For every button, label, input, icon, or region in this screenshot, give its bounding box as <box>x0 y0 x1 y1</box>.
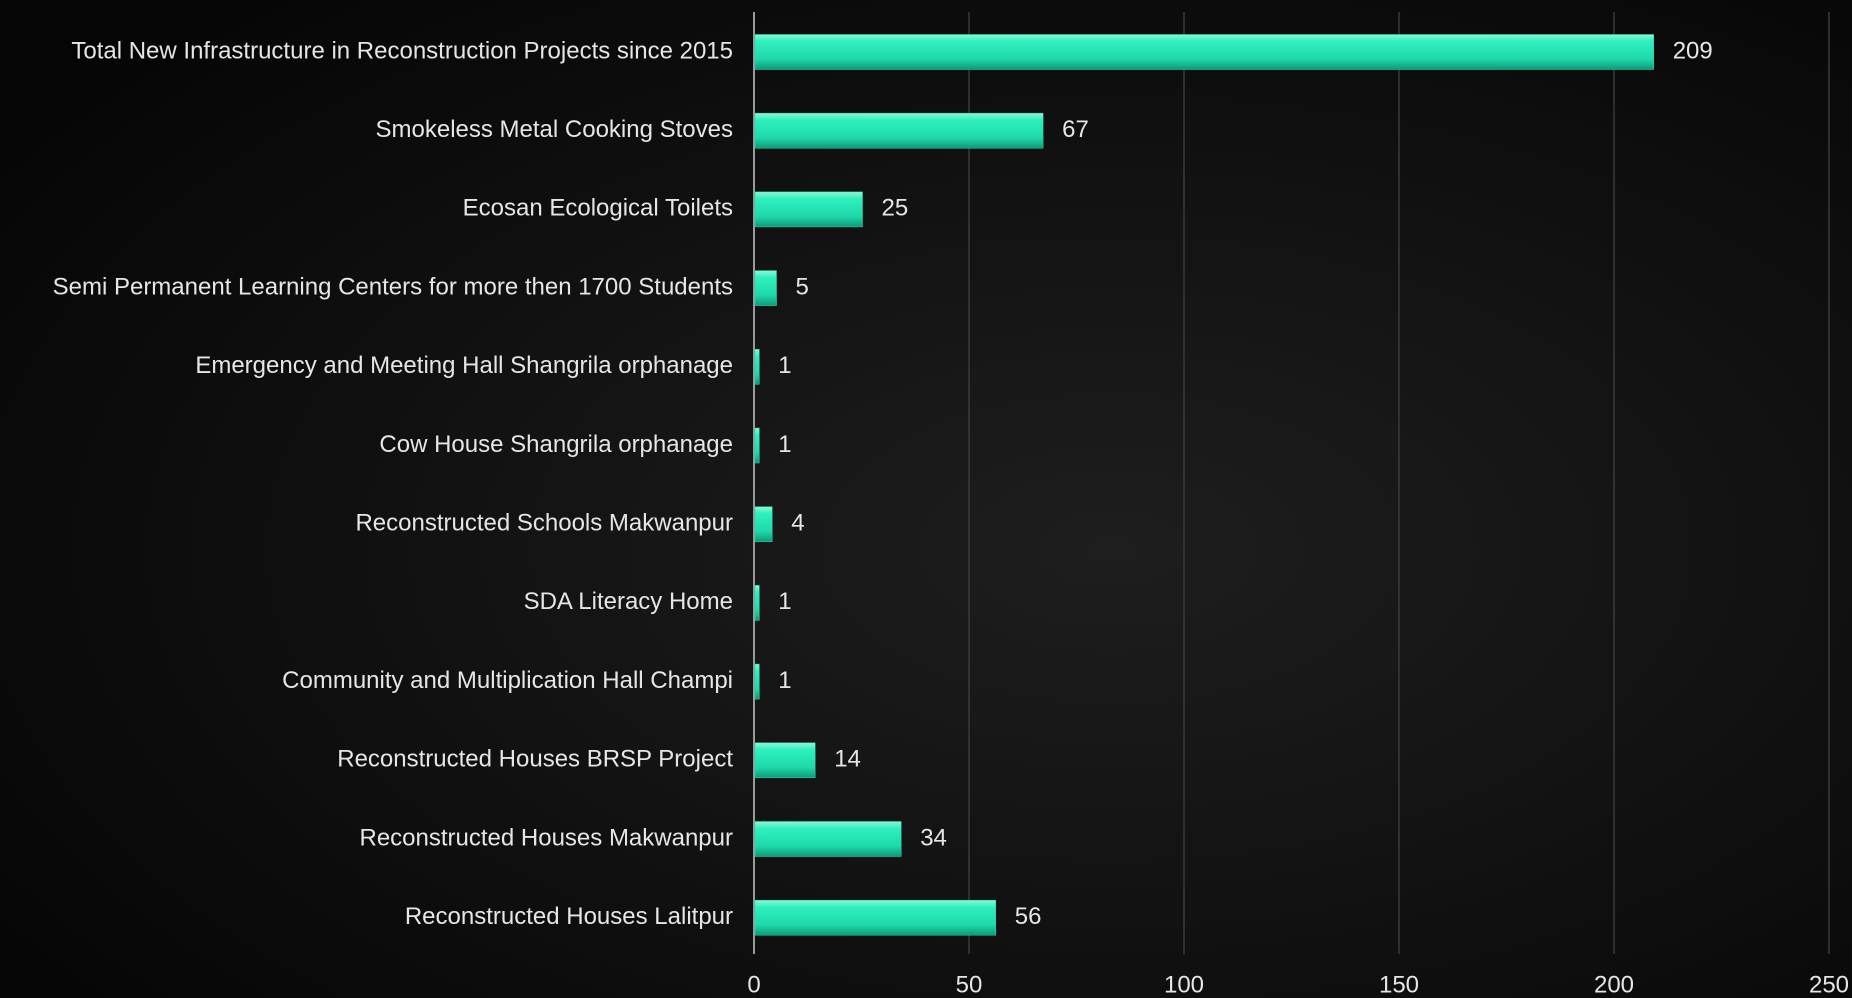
y-tick-label: Reconstructed Schools Makwanpur <box>355 510 733 537</box>
y-tick-label: Cow House Shangrila orphanage <box>379 431 733 458</box>
data-label: 14 <box>834 746 861 773</box>
x-tick-label: 0 <box>747 971 760 998</box>
data-label: 1 <box>778 667 791 694</box>
data-label: 56 <box>1015 903 1042 930</box>
x-tick-label: 50 <box>956 971 983 998</box>
bar <box>754 899 997 936</box>
data-label: 34 <box>920 824 947 851</box>
data-label: 209 <box>1673 37 1713 64</box>
x-tick-label: 150 <box>1379 971 1419 998</box>
bar <box>754 34 1654 70</box>
bar <box>754 663 760 700</box>
bar <box>754 742 816 779</box>
bar <box>754 112 1044 149</box>
data-label: 1 <box>778 352 791 379</box>
y-tick-label: SDA Literacy Home <box>524 588 733 615</box>
y-tick-label: Smokeless Metal Cooking Stoves <box>376 116 734 143</box>
bar <box>754 821 902 857</box>
bar <box>754 585 760 621</box>
data-label: 1 <box>778 588 791 615</box>
y-tick-label: Total New Infrastructure in Reconstructi… <box>71 37 733 64</box>
bar <box>754 427 760 464</box>
data-label: 4 <box>791 510 804 537</box>
y-tick-label: Reconstructed Houses Makwanpur <box>359 824 733 851</box>
y-tick-label: Ecosan Ecological Toilets <box>463 195 733 222</box>
x-tick-label: 100 <box>1164 971 1204 998</box>
x-tick-label: 200 <box>1594 971 1634 998</box>
y-tick-label: Reconstructed Houses BRSP Project <box>337 746 733 773</box>
y-tick-label: Reconstructed Houses Lalitpur <box>405 903 733 930</box>
y-tick-label: Emergency and Meeting Hall Shangrila orp… <box>195 352 733 379</box>
data-label: 5 <box>796 273 809 300</box>
y-tick-label: Community and Multiplication Hall Champi <box>282 667 733 694</box>
bar <box>754 506 773 542</box>
bar <box>754 349 760 385</box>
bar <box>754 270 777 306</box>
data-label: 1 <box>778 431 791 458</box>
y-tick-label: Semi Permanent Learning Centers for more… <box>53 273 733 300</box>
data-label: 25 <box>882 195 909 222</box>
x-tick-label: 250 <box>1809 971 1849 998</box>
data-label: 67 <box>1062 116 1089 143</box>
bar <box>754 191 863 228</box>
